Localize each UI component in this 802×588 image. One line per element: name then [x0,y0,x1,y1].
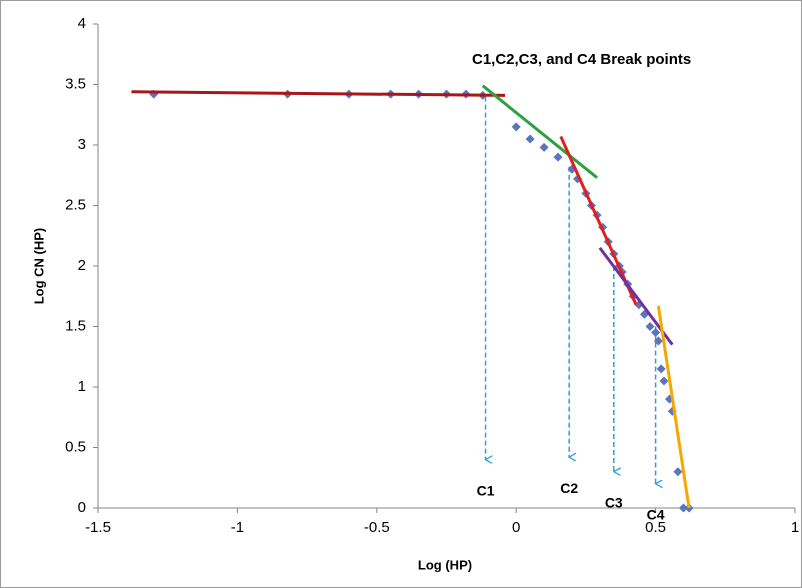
y-tick-label: 3.5 [65,75,86,92]
y-tick-label: 2.5 [65,196,86,213]
data-point [653,336,663,346]
x-axis-title: Log (HP) [418,557,472,572]
break-label: C3 [605,494,623,510]
y-tick-label: 4 [78,15,86,32]
data-point [553,152,563,162]
data-point [511,122,521,132]
fit-line [656,305,691,509]
x-tick-label: -1 [231,519,244,536]
break-label: C1 [477,482,495,498]
fit-line [598,246,674,346]
x-tick-label: 0.5 [645,519,666,536]
break-label: C4 [647,507,665,523]
fit-line [559,135,638,306]
data-point [645,322,655,331]
y-axis-title: Log CN (HP) [31,228,46,305]
data-point [539,142,549,152]
data-point [656,364,666,374]
y-tick-label: 0 [78,499,86,516]
fit-line [131,90,506,97]
x-tick-label: -1.5 [85,519,111,536]
data-point [673,467,683,477]
data-point [678,503,688,513]
data-point [651,328,661,338]
fit-line [481,84,598,179]
y-tick-label: 3 [78,136,86,153]
y-tick-label: 1 [78,378,86,395]
x-tick-label: 1 [791,519,799,536]
data-point [525,134,535,144]
y-tick-label: 1.5 [65,317,86,334]
y-tick-label: 2 [78,257,86,274]
y-tick-label: 0.5 [65,438,86,455]
x-tick-label: 0 [512,519,520,536]
data-point [659,376,669,386]
annotation: C1,C2,C3, and C4 Break points [472,51,691,68]
x-tick-label: -0.5 [364,519,390,536]
break-label: C2 [560,480,578,496]
